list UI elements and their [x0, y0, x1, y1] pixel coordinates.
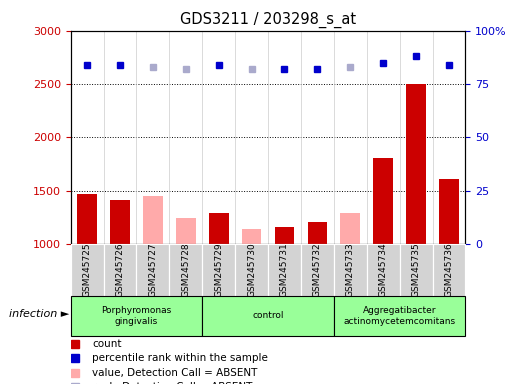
Bar — [439, 179, 459, 244]
Bar — [202, 244, 235, 296]
Text: infection ►: infection ► — [9, 309, 69, 319]
Bar — [367, 244, 400, 296]
Bar — [334, 296, 465, 336]
Text: Porphyromonas
gingivalis: Porphyromonas gingivalis — [101, 306, 172, 326]
Text: GSM245729: GSM245729 — [214, 242, 223, 297]
Bar — [400, 244, 433, 296]
Bar — [137, 244, 169, 296]
Bar — [176, 218, 196, 244]
Bar — [308, 222, 327, 244]
Bar — [275, 227, 294, 244]
Text: GSM245727: GSM245727 — [149, 242, 157, 297]
Bar — [209, 214, 229, 244]
Text: GSM245731: GSM245731 — [280, 242, 289, 297]
Bar — [406, 84, 426, 244]
Text: GSM245726: GSM245726 — [116, 242, 124, 297]
Title: GDS3211 / 203298_s_at: GDS3211 / 203298_s_at — [180, 12, 356, 28]
Bar — [110, 200, 130, 244]
Bar — [433, 244, 465, 296]
Bar — [202, 296, 334, 336]
Text: GSM245728: GSM245728 — [181, 242, 190, 297]
Bar — [71, 296, 202, 336]
Bar — [143, 197, 163, 244]
Text: Aggregatibacter
actinomycetemcomitans: Aggregatibacter actinomycetemcomitans — [344, 306, 456, 326]
Bar — [71, 244, 104, 296]
Text: GSM245734: GSM245734 — [379, 242, 388, 297]
Bar — [334, 244, 367, 296]
Text: control: control — [252, 311, 284, 320]
Bar — [235, 244, 268, 296]
Text: GSM245730: GSM245730 — [247, 242, 256, 297]
Text: GSM245733: GSM245733 — [346, 242, 355, 297]
Bar — [268, 244, 301, 296]
Bar — [373, 157, 393, 244]
Text: GSM245725: GSM245725 — [83, 242, 92, 297]
Text: GSM245732: GSM245732 — [313, 242, 322, 297]
Text: count: count — [93, 339, 122, 349]
Bar — [104, 244, 137, 296]
Bar — [169, 244, 202, 296]
Text: GSM245735: GSM245735 — [412, 242, 420, 297]
Text: value, Detection Call = ABSENT: value, Detection Call = ABSENT — [93, 368, 258, 378]
Bar — [340, 214, 360, 244]
Text: rank, Detection Call = ABSENT: rank, Detection Call = ABSENT — [93, 382, 253, 384]
Text: GSM245736: GSM245736 — [445, 242, 453, 297]
Bar — [301, 244, 334, 296]
Bar — [242, 230, 262, 244]
Text: percentile rank within the sample: percentile rank within the sample — [93, 353, 268, 363]
Bar — [77, 194, 97, 244]
